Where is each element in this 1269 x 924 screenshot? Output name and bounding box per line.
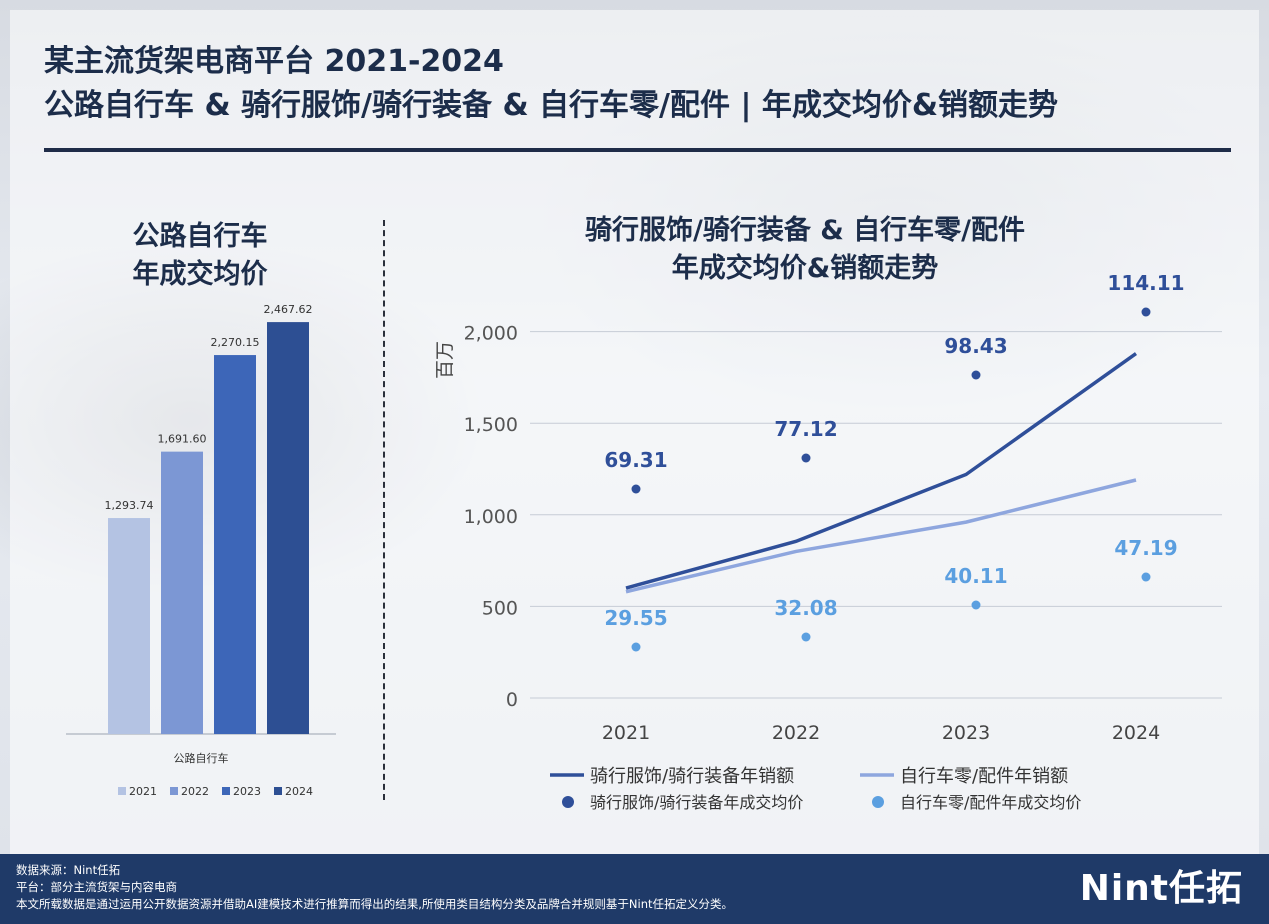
price-point-label: 114.11 — [1107, 271, 1184, 295]
legend-label: 骑行服饰/骑行装备年销额 — [590, 766, 794, 787]
price-point-label: 40.11 — [944, 564, 1007, 588]
bar-value-label: 2,467.62 — [264, 303, 313, 316]
price-point-label: 98.43 — [944, 334, 1007, 358]
price-point — [801, 453, 811, 463]
legend-swatch — [274, 787, 282, 795]
y-tick-label: 0 — [506, 689, 518, 711]
price-point-label: 29.55 — [604, 606, 667, 630]
price-point — [631, 642, 641, 652]
footer-notes: 数据来源：Nint任拓 平台：部分主流货架与内容电商 本文所载数据是通过运用公开… — [16, 862, 733, 913]
legend-label: 2021 — [129, 785, 157, 798]
y-tick-label: 500 — [482, 597, 518, 619]
price-point-label: 69.31 — [604, 448, 667, 472]
nint-logo: Nint任拓 — [1079, 868, 1243, 909]
legend-label: 自行车零/配件年销额 — [900, 766, 1068, 787]
legend-swatch — [222, 787, 230, 795]
series-line — [625, 478, 1137, 594]
x-tick-label: 2023 — [942, 722, 990, 744]
price-point — [1141, 572, 1151, 582]
legend-label: 自行车零/配件年成交均价 — [900, 793, 1081, 812]
legend-label: 2023 — [233, 785, 261, 798]
x-tick-label: 2024 — [1112, 722, 1160, 744]
line-chart-title: 骑行服饰/骑行装备 & 自行车零/配件 年成交均价&销额走势 — [540, 212, 1070, 288]
footer-platform: 平台：部分主流货架与内容电商 — [16, 880, 177, 894]
price-point-label: 47.19 — [1114, 536, 1177, 560]
series-line — [625, 352, 1138, 590]
footer-disclaimer: 本文所载数据是通过运用公开数据资源并借助AI建模技术进行推算而得出的结果,所使用… — [16, 897, 734, 911]
title-divider — [44, 148, 1231, 152]
title-line-2: 公路自行车 & 骑行服饰/骑行装备 & 自行车零/配件 | 年成交均价&销额走势 — [44, 88, 1059, 123]
footer-source: 数据来源：Nint任拓 — [16, 863, 121, 877]
bar — [161, 451, 203, 734]
price-point-label: 77.12 — [774, 417, 837, 441]
price-point-label: 32.08 — [774, 596, 837, 620]
y-tick-label: 1,500 — [464, 414, 518, 436]
line-chart-title-line-2: 年成交均价&销额走势 — [671, 253, 939, 284]
footer: 数据来源：Nint任拓 平台：部分主流货架与内容电商 本文所载数据是通过运用公开… — [0, 854, 1269, 924]
price-point — [971, 370, 981, 380]
bar — [267, 322, 309, 734]
bar — [108, 518, 150, 734]
bar-chart-title-line-2: 年成交均价 — [132, 259, 268, 290]
y-axis-label: 百万 — [434, 341, 456, 379]
legend-point-swatch — [562, 796, 574, 808]
title-line-1: 某主流货架电商平台 2021-2024 — [44, 44, 504, 79]
section-divider — [383, 220, 385, 800]
legend-label: 2022 — [181, 785, 209, 798]
page-title: 某主流货架电商平台 2021-2024 公路自行车 & 骑行服饰/骑行装备 & … — [44, 40, 1058, 128]
legend-label: 2024 — [285, 785, 313, 798]
bar-value-label: 1,293.74 — [105, 499, 154, 512]
legend-label: 骑行服饰/骑行装备年成交均价 — [590, 793, 803, 812]
y-tick-label: 1,000 — [464, 506, 518, 528]
legend-swatch — [170, 787, 178, 795]
price-point — [801, 632, 811, 642]
price-point — [631, 484, 641, 494]
bar-value-label: 1,691.60 — [158, 433, 207, 446]
bar — [214, 355, 256, 734]
line-chart: 0 500 1,000 1,500 2,000 百万 2021 2022 2023 2024 69.… — [434, 271, 1222, 812]
x-tick-label: 2021 — [602, 722, 650, 744]
price-point — [971, 600, 981, 610]
bar-chart: 1,293.74 1,691.60 2,270.15 2,467.62 公路自行车 202… — [66, 303, 336, 798]
line-chart-title-line-1: 骑行服饰/骑行装备 & 自行车零/配件 — [584, 215, 1026, 246]
legend-swatch — [118, 787, 126, 795]
bar-value-label: 2,270.15 — [211, 336, 260, 349]
bar-chart-title-line-1: 公路自行车 — [132, 221, 268, 252]
bar-x-axis-label: 公路自行车 — [174, 751, 229, 765]
y-tick-label: 2,000 — [464, 323, 518, 345]
price-point — [1141, 307, 1151, 317]
legend-point-swatch — [872, 796, 884, 808]
x-tick-label: 2022 — [772, 722, 820, 744]
bar-chart-title: 公路自行车 年成交均价 — [70, 218, 330, 294]
